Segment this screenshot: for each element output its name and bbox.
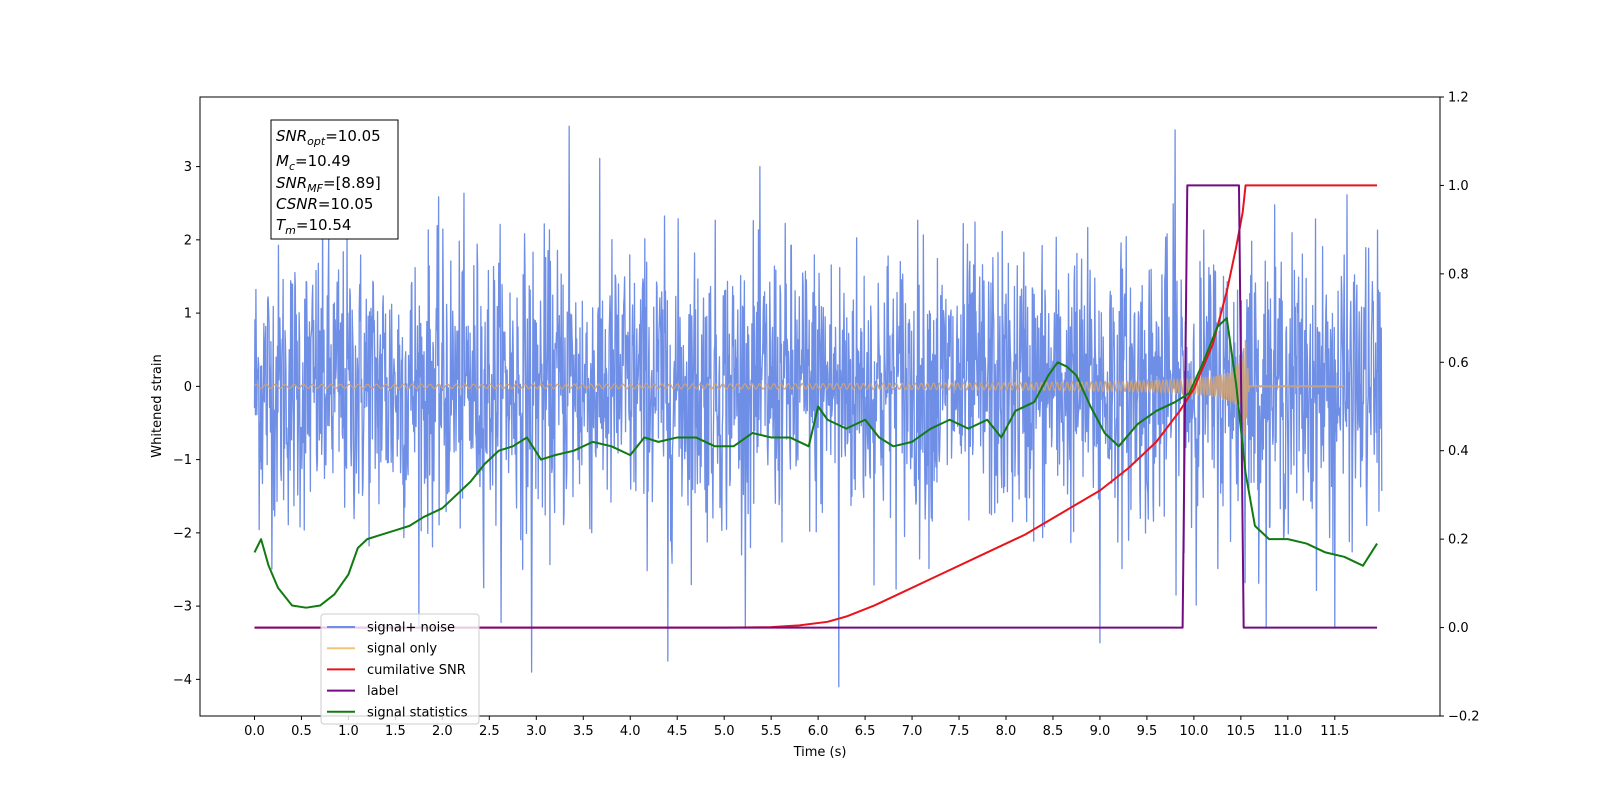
stat-tm: Tm=10.54 xyxy=(276,216,351,237)
stats-box: SNRopt=10.05 Mc=10.49 SNRMF=[8.89] CSNR=… xyxy=(270,119,399,240)
stat-snr-mf: SNRMF=[8.89] xyxy=(276,174,381,195)
axes-frame xyxy=(199,96,1441,717)
x-tick-label: 11.0 xyxy=(1273,724,1302,739)
x-tick-label: 2.0 xyxy=(432,724,453,739)
x-tick-label: 3.5 xyxy=(573,724,594,739)
y-left-tick-label: −1 xyxy=(173,453,192,468)
y-left-tick-label: 1 xyxy=(184,307,192,322)
stats-box-frame xyxy=(270,119,399,240)
x-axis-label: Time (s) xyxy=(793,745,847,760)
legend-label: signal+ noise xyxy=(367,621,455,636)
x-tick-label: 8.5 xyxy=(1043,724,1064,739)
x-tick-label: 8.0 xyxy=(996,724,1017,739)
series-group xyxy=(253,125,1383,688)
x-tick-label: 10.0 xyxy=(1179,724,1208,739)
y-left-tick-label: 2 xyxy=(184,233,192,248)
x-tick-label: 5.5 xyxy=(761,724,782,739)
x-tick-label: 9.0 xyxy=(1090,724,1111,739)
x-tick-label: 3.0 xyxy=(526,724,547,739)
x-tick-label: 11.5 xyxy=(1320,724,1349,739)
y-right-tick-label: 0.6 xyxy=(1448,356,1469,371)
x-tick-label: 2.5 xyxy=(479,724,500,739)
series-signal-noise xyxy=(253,125,1383,688)
series-signal-statistics xyxy=(253,317,1378,609)
series-signal-only xyxy=(253,339,1345,435)
legend-label: signal only xyxy=(367,642,437,657)
x-tick-label: 1.0 xyxy=(338,724,359,739)
legend-label: cumilative SNR xyxy=(367,663,466,678)
x-tick-label: 0.5 xyxy=(291,724,312,739)
plot-area xyxy=(253,125,1383,688)
x-tick-label: 4.5 xyxy=(667,724,688,739)
x-tick-label: 9.5 xyxy=(1137,724,1158,739)
y-right-tick-label: 0.0 xyxy=(1448,621,1469,636)
y-right-tick-label: 0.8 xyxy=(1448,267,1469,282)
y-left-tick-label: 0 xyxy=(184,380,192,395)
stat-snr-opt: SNRopt=10.05 xyxy=(276,127,381,148)
legend-label: signal statistics xyxy=(367,705,468,720)
y-left-tick-label: −4 xyxy=(173,673,192,688)
y-left-tick-label: −2 xyxy=(173,526,192,541)
x-tick-label: 7.0 xyxy=(902,724,923,739)
x-tick-label: 7.5 xyxy=(949,724,970,739)
y-right-tick-label: 1.2 xyxy=(1448,91,1469,106)
stat-csnr: CSNR=10.05 xyxy=(276,195,373,213)
x-tick-label: 4.0 xyxy=(620,724,641,739)
y-left-tick-label: −3 xyxy=(173,600,192,615)
legend-label: label xyxy=(367,684,398,699)
y-right-tick-label: 0.2 xyxy=(1448,533,1469,548)
x-tick-label: 10.5 xyxy=(1226,724,1255,739)
series-cumilative-snr xyxy=(254,184,1378,629)
legend-frame xyxy=(320,613,480,725)
x-tick-label: 0.0 xyxy=(244,724,265,739)
x-tick-label: 5.0 xyxy=(714,724,735,739)
series-label xyxy=(254,184,1378,629)
y-axis-label: Whitened strain xyxy=(150,354,165,457)
x-tick-label: 6.0 xyxy=(808,724,829,739)
y-left-tick-label: 3 xyxy=(184,160,192,175)
x-tick-label: 1.5 xyxy=(385,724,406,739)
axis-ticks: 0.0 0.5 1.0 1.5 2.0 2.5 3.0 3.5 4.0 4.5 5.0 5.5 6.0 6… xyxy=(173,91,1480,740)
y-right-tick-label: −0.2 xyxy=(1448,710,1480,725)
stat-mc: Mc=10.49 xyxy=(276,152,351,173)
x-tick-label: 6.5 xyxy=(855,724,876,739)
y-right-tick-label: 1.0 xyxy=(1448,179,1469,194)
legend: signal+ noise signal only cumilative SNR la… xyxy=(320,613,480,725)
y-right-tick-label: 0.4 xyxy=(1448,444,1469,459)
